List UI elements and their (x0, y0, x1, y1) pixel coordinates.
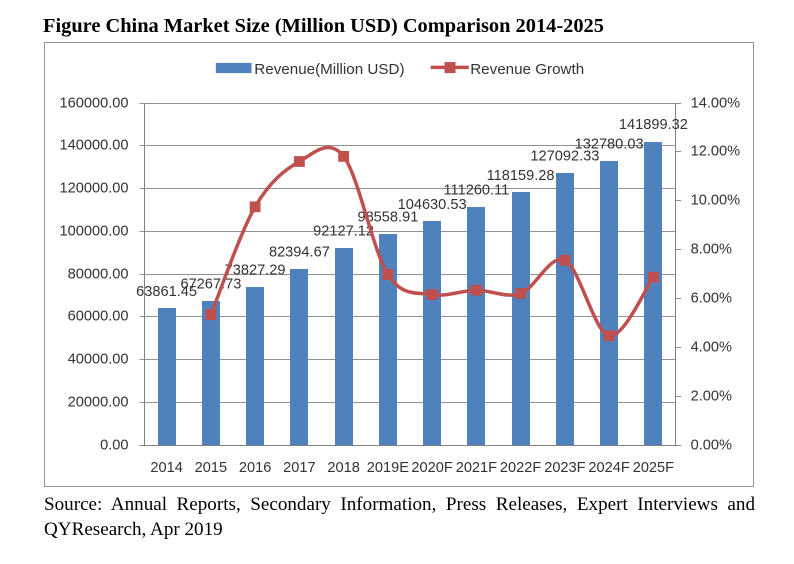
svg-text:120000.00: 120000.00 (60, 180, 129, 196)
svg-text:82394.67: 82394.67 (269, 244, 330, 260)
svg-text:160000.00: 160000.00 (60, 95, 129, 111)
svg-text:118159.28: 118159.28 (487, 168, 555, 184)
svg-text:127092.33: 127092.33 (530, 149, 599, 165)
svg-text:2023F: 2023F (544, 460, 585, 476)
svg-text:2.00%: 2.00% (691, 388, 732, 404)
svg-text:12.00%: 12.00% (691, 143, 741, 159)
svg-text:Revenue Growth: Revenue Growth (470, 61, 584, 78)
svg-text:2019E: 2019E (367, 460, 409, 476)
svg-text:2015: 2015 (195, 460, 227, 476)
svg-text:63861.45: 63861.45 (136, 284, 197, 300)
svg-text:0.00: 0.00 (100, 437, 128, 453)
svg-text:2021F: 2021F (456, 460, 497, 476)
svg-text:132780.03: 132780.03 (575, 137, 644, 153)
svg-text:98558.91: 98558.91 (357, 210, 418, 226)
svg-text:20000.00: 20000.00 (68, 394, 129, 410)
svg-text:140000.00: 140000.00 (60, 137, 129, 153)
svg-text:2025F: 2025F (633, 460, 674, 476)
svg-text:111260.11: 111260.11 (444, 183, 510, 199)
svg-text:2018: 2018 (327, 460, 359, 476)
svg-text:73827.29: 73827.29 (225, 263, 286, 279)
svg-text:104630.53: 104630.53 (398, 197, 467, 213)
svg-text:Revenue(Million USD): Revenue(Million USD) (254, 61, 404, 78)
svg-text:2016: 2016 (239, 460, 271, 476)
svg-text:92127.12: 92127.12 (313, 224, 374, 240)
svg-text:14.00%: 14.00% (691, 95, 741, 111)
svg-text:6.00%: 6.00% (691, 290, 732, 306)
svg-text:2014: 2014 (150, 460, 182, 476)
svg-text:2020F: 2020F (411, 460, 452, 476)
svg-text:80000.00: 80000.00 (68, 266, 129, 282)
svg-text:10.00%: 10.00% (691, 192, 741, 208)
svg-text:2022F: 2022F (500, 460, 541, 476)
svg-text:8.00%: 8.00% (691, 241, 732, 257)
svg-text:40000.00: 40000.00 (68, 351, 129, 367)
svg-text:2017: 2017 (283, 460, 315, 476)
svg-text:100000.00: 100000.00 (60, 223, 129, 239)
svg-text:2024F: 2024F (588, 460, 629, 476)
svg-text:67267.73: 67267.73 (180, 277, 241, 293)
svg-text:4.00%: 4.00% (691, 339, 732, 355)
svg-text:0.00%: 0.00% (691, 437, 732, 453)
svg-text:60000.00: 60000.00 (68, 308, 129, 324)
svg-text:141899.32: 141899.32 (619, 117, 688, 133)
